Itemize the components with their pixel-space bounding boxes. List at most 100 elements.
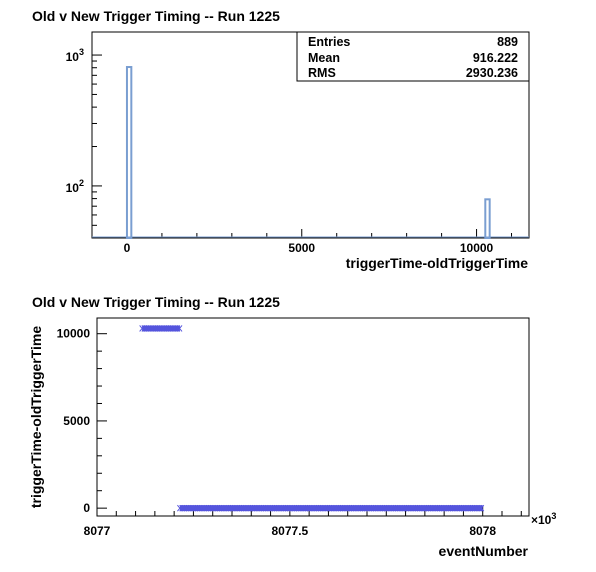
scatter-point — [348, 504, 355, 512]
scatter-point — [221, 504, 227, 512]
scatter-point — [359, 504, 366, 512]
scatter-point — [410, 504, 417, 512]
scatter-point — [381, 504, 388, 512]
scatter-point — [262, 504, 269, 512]
scatter-point — [139, 325, 146, 332]
scatter-point — [460, 504, 467, 512]
stats-mean-value: 916.222 — [473, 51, 518, 65]
scatter-point — [311, 504, 318, 512]
histogram-chart: Old v New Trigger Timing -- Run 1225 0 50… — [32, 8, 530, 271]
scatter-point — [342, 504, 348, 512]
scatter-point — [430, 504, 436, 512]
scatter-point — [306, 504, 313, 512]
scatter-point — [201, 504, 208, 512]
scatter-point — [170, 325, 176, 332]
scatter-point — [328, 504, 335, 512]
scatter-x-axis-label: eventNumber — [439, 543, 529, 559]
scatter-point — [236, 504, 243, 512]
scatter-point — [425, 504, 432, 512]
stats-entries-label: Entries — [308, 35, 350, 49]
scatter-point — [148, 325, 154, 332]
scatter-point — [188, 504, 194, 512]
scatter-point — [145, 325, 152, 332]
scatter-point — [273, 504, 280, 512]
scatter-point — [445, 504, 452, 512]
scatter-point — [185, 504, 192, 512]
scatter-point — [313, 504, 320, 512]
scatter-point — [458, 504, 465, 512]
scatter-point — [344, 504, 351, 512]
scatter-point — [474, 504, 480, 512]
scatter-point — [447, 504, 454, 512]
scatter-point — [478, 504, 485, 512]
scatter-point — [427, 504, 434, 512]
scatter-x-tick-label: 8077 — [84, 524, 111, 538]
scatter-point — [269, 504, 276, 512]
scatter-point — [150, 325, 157, 332]
scatter-point — [331, 504, 337, 512]
scatter-point — [375, 504, 381, 512]
scatter-point — [172, 325, 179, 332]
scatter-point — [364, 504, 370, 512]
scatter-point — [412, 504, 419, 512]
scatter-point — [443, 504, 450, 512]
scatter-point — [405, 504, 412, 512]
histogram-x-tick-label: 5000 — [288, 241, 315, 255]
scatter-point — [423, 504, 430, 512]
scatter-point — [397, 504, 403, 512]
stats-rms-label: RMS — [308, 66, 336, 80]
scatter-point — [392, 504, 399, 512]
scatter-point — [227, 504, 234, 512]
scatter-point — [207, 504, 214, 512]
scatter-point — [159, 325, 165, 332]
scatter-point — [245, 504, 252, 512]
scatter-point — [284, 504, 291, 512]
scatter-point — [317, 504, 324, 512]
scatter-y-tick-label: 10000 — [57, 327, 91, 341]
scatter-point — [229, 504, 236, 512]
histogram-title: Old v New Trigger Timing -- Run 1225 — [32, 8, 280, 24]
scatter-point — [416, 504, 423, 512]
scatter-point — [205, 504, 212, 512]
stats-mean-label: Mean — [308, 51, 340, 65]
scatter-x-tick-label: 8078 — [469, 524, 496, 538]
histogram-x-tick-label: 10000 — [460, 241, 494, 255]
scatter-point — [192, 504, 199, 512]
scatter-point — [179, 504, 186, 512]
scatter-point — [249, 504, 256, 512]
scatter-point — [291, 504, 298, 512]
scatter-point — [456, 504, 463, 512]
scatter-chart: Old v New Trigger Timing -- Run 1225 807… — [28, 294, 556, 559]
scatter-point — [190, 504, 197, 512]
scatter-point — [432, 504, 439, 512]
scatter-point — [335, 504, 342, 512]
scatter-point — [322, 504, 329, 512]
scatter-point — [232, 504, 238, 512]
scatter-point — [214, 504, 221, 512]
scatter-y-axis-label: triggerTime-oldTriggerTime — [28, 326, 44, 509]
scatter-point — [434, 504, 441, 512]
scatter-point — [238, 504, 245, 512]
scatter-point — [304, 504, 311, 512]
scatter-point — [438, 504, 445, 512]
scatter-point — [251, 504, 258, 512]
scatter-point — [256, 504, 263, 512]
scatter-point — [280, 504, 287, 512]
scatter-title: Old v New Trigger Timing -- Run 1225 — [32, 294, 280, 310]
scatter-point — [441, 504, 447, 512]
scatter-point — [196, 504, 203, 512]
scatter-point — [379, 504, 386, 512]
scatter-point — [247, 504, 254, 512]
scatter-x-multiplier: ×103 — [531, 511, 556, 527]
scatter-point — [419, 504, 425, 512]
scatter-point — [143, 325, 150, 332]
scatter-point — [271, 504, 278, 512]
scatter-point — [467, 504, 474, 512]
scatter-point — [408, 504, 414, 512]
scatter-point — [324, 504, 331, 512]
scatter-point — [454, 504, 461, 512]
scatter-point — [390, 504, 397, 512]
scatter-point — [265, 504, 271, 512]
scatter-points — [139, 325, 485, 512]
scatter-point — [388, 504, 395, 512]
